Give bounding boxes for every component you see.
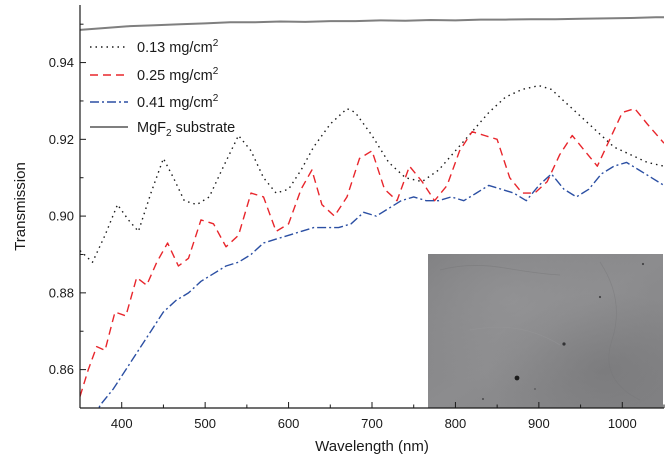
legend-label-4: MgF2 substrate <box>137 120 235 139</box>
x-tick-label: 900 <box>528 416 550 431</box>
y-axis-title: Transmission <box>12 162 29 251</box>
x-tick-label: 400 <box>111 416 133 431</box>
x-tick-label: 700 <box>361 416 383 431</box>
series-line-1 <box>80 84 664 263</box>
x-tick-label: 500 <box>194 416 216 431</box>
y-tick-label: 0.94 <box>49 55 74 70</box>
y-tick-label: 0.92 <box>49 132 74 147</box>
series-line-2 <box>80 107 664 397</box>
series-line-3 <box>97 161 664 408</box>
legend-label-2: 0.25 mg/cm2 <box>137 66 219 84</box>
y-tick-label: 0.88 <box>49 285 74 300</box>
series-line-4 <box>80 16 664 31</box>
x-axis-title: Wavelength (nm) <box>315 438 429 455</box>
x-axis-ticks: 400 500 600 700 800 900 1000 <box>79 402 665 431</box>
y-tick-label: 0.90 <box>49 209 74 224</box>
inset-micrograph-image <box>428 254 663 408</box>
x-tick-label: 1000 <box>608 416 637 431</box>
legend-label-3: 0.41 mg/cm2 <box>137 93 219 111</box>
legend-label-1: 0.13 mg/cm2 <box>137 38 219 56</box>
legend: 0.13 mg/cm2 0.25 mg/cm2 0.41 mg/cm2 MgF2 su… <box>90 38 235 139</box>
y-tick-label: 0.86 <box>49 362 74 377</box>
y-axis-ticks: 0.86 0.88 0.90 0.92 0.94 <box>49 23 86 409</box>
x-tick-label: 800 <box>445 416 467 431</box>
series-layer <box>80 16 664 408</box>
x-tick-label: 600 <box>278 416 300 431</box>
